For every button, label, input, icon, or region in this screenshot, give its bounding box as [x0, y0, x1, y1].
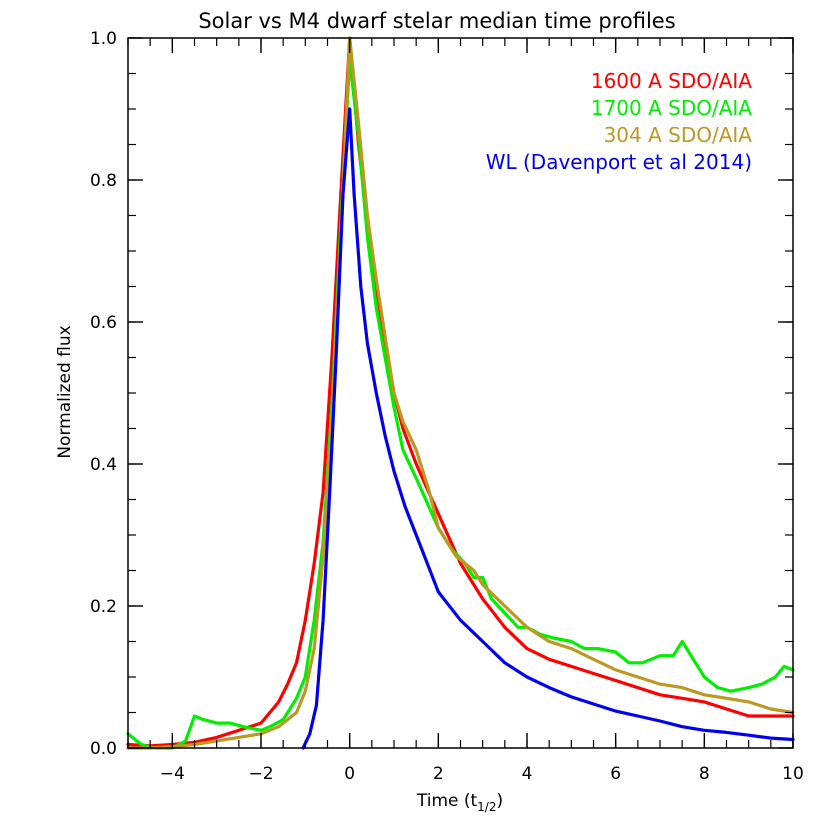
x-tick-label: 4 — [522, 764, 533, 784]
y-tick-label: 1.0 — [90, 29, 117, 49]
x-tick-label: −4 — [160, 764, 185, 784]
x-axis-label-main: Time (t — [416, 791, 478, 811]
y-tick-label: 0.4 — [90, 455, 117, 475]
axis-ticks — [127, 37, 794, 749]
x-tick-label: 8 — [699, 764, 710, 784]
tick-labels: −4 −2 0 2 4 6 8 10 0.0 0.2 0.4 0.6 0.8 1.0 — [90, 29, 804, 784]
x-tick-label: 2 — [433, 764, 444, 784]
y-axis-label: Normalized flux — [55, 325, 75, 458]
x-axis-label-subscript: 1/2 — [477, 800, 496, 814]
y-tick-label: 0.8 — [90, 171, 117, 191]
x-tick-label: 6 — [610, 764, 621, 784]
x-tick-label: 0 — [344, 764, 355, 784]
legend-entry-3: 304 A SDO/AIA — [604, 123, 753, 147]
series-line-3 — [126, 36, 795, 750]
x-tick-label: 10 — [782, 764, 804, 784]
legend-entry-2: 1700 A SDO/AIA — [591, 96, 752, 120]
series-layer — [126, 36, 795, 750]
x-axis-label-close: ) — [496, 791, 503, 811]
legend: 1600 A SDO/AIA 1700 A SDO/AIA 304 A SDO/AI… — [486, 69, 753, 174]
y-tick-label: 0.0 — [90, 739, 117, 759]
series-line-4 — [301, 107, 795, 750]
x-tick-label: −2 — [248, 764, 273, 784]
legend-entry-4: WL (Davenport et al 2014) — [486, 150, 752, 174]
chart-title: Solar vs M4 dwarf stelar median time pro… — [198, 9, 675, 33]
y-tick-label: 0.6 — [90, 313, 117, 333]
y-tick-label: 0.2 — [90, 597, 117, 617]
legend-entry-1: 1600 A SDO/AIA — [591, 69, 752, 93]
x-axis-label: Time (t1/2) — [416, 791, 503, 814]
